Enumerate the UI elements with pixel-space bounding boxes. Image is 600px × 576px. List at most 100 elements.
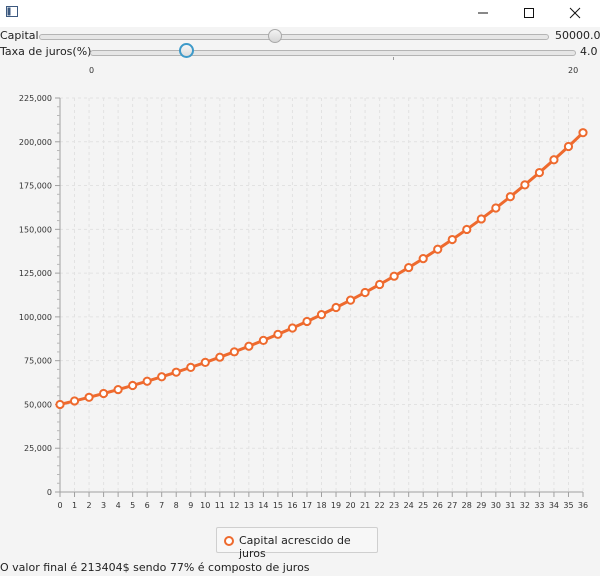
- x-tick-label: 28: [462, 501, 472, 510]
- data-point: [215, 352, 225, 362]
- rate-slider-thumb[interactable]: [179, 43, 195, 58]
- x-tick-label: 34: [549, 501, 559, 510]
- x-tick-label: 11: [215, 501, 225, 510]
- data-point: [186, 362, 196, 372]
- data-point: [113, 384, 123, 395]
- data-point: [549, 155, 559, 165]
- x-tick-label: 4: [116, 501, 121, 510]
- data-point: [316, 310, 327, 320]
- x-tick-label: 21: [360, 501, 370, 510]
- data-point: [505, 192, 515, 202]
- data-point: [84, 392, 94, 402]
- legend-symbol-icon: [224, 536, 234, 546]
- y-tick-label: 75,000: [24, 357, 52, 366]
- data-point: [331, 302, 341, 313]
- data-point: [418, 253, 428, 264]
- y-tick-label: 100,000: [19, 313, 52, 322]
- rate-min-label: 0: [89, 66, 95, 75]
- minimize-icon: [478, 12, 488, 14]
- data-point: [244, 341, 254, 351]
- x-tick-label: 8: [174, 501, 179, 510]
- x-tick-label: 6: [145, 501, 150, 510]
- x-tick-label: 24: [404, 501, 414, 510]
- close-button[interactable]: [552, 0, 598, 27]
- y-tick-label: 225,000: [19, 94, 52, 103]
- data-point: [128, 380, 138, 391]
- x-tick-label: 30: [491, 501, 501, 510]
- window-titlebar: [0, 0, 600, 27]
- rate-value: 4.0: [580, 45, 598, 58]
- app-icon: [6, 6, 18, 17]
- x-tick-label: 9: [188, 501, 193, 510]
- data-point: [534, 167, 545, 178]
- data-point: [55, 399, 65, 410]
- y-tick-label: 175,000: [19, 182, 52, 191]
- legend-label: Capital acrescido de juros: [239, 534, 351, 560]
- x-tick-label: 17: [302, 501, 312, 510]
- data-point: [491, 203, 501, 213]
- y-tick-label: 125,000: [19, 269, 52, 278]
- x-tick-label: 25: [418, 501, 428, 510]
- x-tick-label: 19: [331, 501, 341, 510]
- x-tick-label: 13: [244, 501, 254, 510]
- y-tick-label: 150,000: [19, 225, 52, 234]
- capital-slider-track[interactable]: [39, 34, 549, 40]
- data-point: [447, 234, 457, 245]
- data-point: [171, 367, 181, 377]
- y-tick-label: 0: [47, 488, 52, 497]
- data-point: [273, 329, 283, 339]
- data-point: [229, 347, 239, 357]
- x-tick-label: 12: [229, 501, 239, 510]
- data-point: [69, 396, 80, 406]
- data-point: [520, 180, 530, 190]
- data-point: [375, 279, 385, 290]
- maximize-button[interactable]: [506, 0, 552, 27]
- x-tick-label: 14: [258, 501, 268, 510]
- x-tick-label: 10: [200, 501, 210, 510]
- capital-label: Capital: [0, 29, 39, 42]
- data-point: [258, 335, 268, 345]
- data-point: [360, 287, 370, 298]
- minimize-button[interactable]: [460, 0, 506, 27]
- x-tick-label: 32: [520, 501, 530, 510]
- x-tick-label: 26: [433, 501, 443, 510]
- x-tick-label: 22: [375, 501, 385, 510]
- y-tick-label: 25,000: [24, 444, 52, 453]
- rate-label: Taxa de juros(%): [0, 45, 92, 58]
- x-tick-label: 27: [447, 501, 457, 510]
- x-tick-label: 31: [505, 501, 515, 510]
- x-tick-label: 1: [72, 501, 77, 510]
- capital-value: 50000.0: [555, 29, 600, 42]
- x-tick-label: 5: [130, 501, 135, 510]
- capital-slider-thumb[interactable]: [268, 29, 283, 43]
- x-tick-label: 15: [273, 501, 283, 510]
- rate-slider-tick: [393, 57, 394, 60]
- close-icon: [569, 7, 581, 19]
- rate-max-label: 20: [568, 66, 579, 75]
- data-point: [462, 224, 472, 235]
- x-tick-label: 23: [389, 501, 399, 510]
- data-point: [476, 214, 486, 224]
- x-tick-label: 3: [101, 501, 106, 510]
- data-point: [302, 316, 312, 327]
- x-tick-label: 33: [534, 501, 544, 510]
- data-point: [563, 141, 574, 152]
- y-tick-label: 50,000: [24, 400, 52, 409]
- data-point: [200, 357, 210, 367]
- line-chart: 0 25,000 50,000 75,000 100,000 125,000 150,000…: [19, 94, 588, 510]
- data-point: [98, 388, 109, 399]
- rate-slider-track[interactable]: [90, 50, 576, 56]
- x-tick-label: 35: [563, 501, 573, 510]
- data-point: [157, 372, 167, 382]
- data-point: [345, 295, 356, 305]
- data-point: [287, 323, 298, 333]
- data-point: [404, 262, 414, 273]
- data-point: [578, 128, 588, 138]
- x-tick-label: 18: [316, 501, 326, 510]
- y-tick-label: 200,000: [19, 138, 52, 147]
- x-tick-label: 0: [57, 501, 62, 510]
- x-tick-label: 20: [345, 501, 355, 510]
- data-point: [389, 271, 399, 281]
- x-tick-label: 16: [287, 501, 297, 510]
- data-point: [433, 244, 443, 254]
